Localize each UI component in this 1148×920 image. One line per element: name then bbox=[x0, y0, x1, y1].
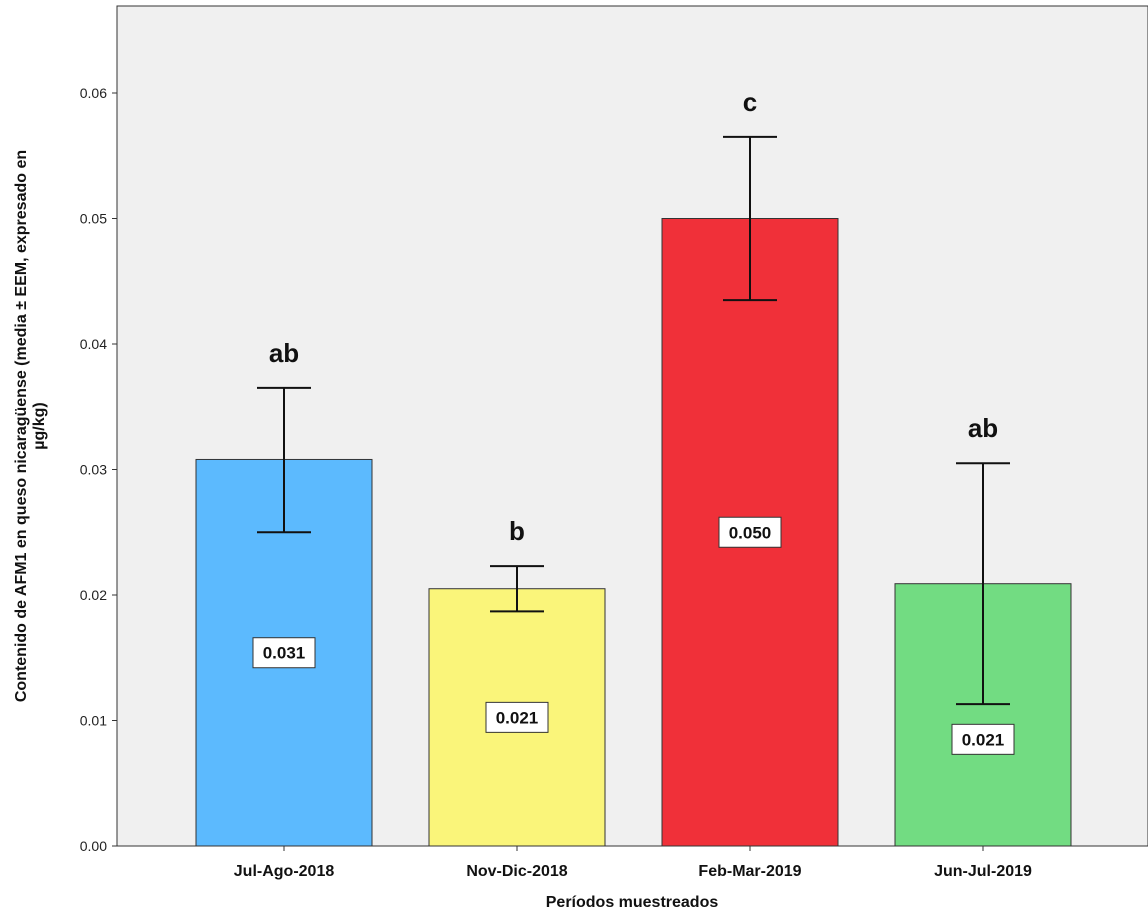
y-tick-label: 0.00 bbox=[80, 838, 107, 854]
y-axis-title-line-2: µg/kg) bbox=[31, 402, 48, 449]
value-label-box bbox=[485, 701, 549, 733]
significance-letter: c bbox=[743, 87, 757, 117]
y-tick-label: 0.04 bbox=[80, 336, 107, 352]
y-tick-label: 0.06 bbox=[80, 85, 107, 101]
y-tick-label: 0.02 bbox=[80, 587, 107, 603]
x-tick-label: Feb-Mar-2019 bbox=[698, 863, 801, 880]
significance-letter: ab bbox=[269, 338, 299, 368]
value-label: 0.021 bbox=[962, 730, 1005, 749]
value-label: 0.021 bbox=[496, 708, 539, 727]
value-label: 0.031 bbox=[263, 644, 306, 663]
y-tick-label: 0.01 bbox=[80, 713, 107, 729]
x-axis-title: Períodos muestreados bbox=[546, 894, 719, 911]
value-label-box bbox=[951, 723, 1015, 755]
x-tick-label: Jun-Jul-2019 bbox=[934, 863, 1032, 880]
significance-letter: b bbox=[509, 516, 525, 546]
y-tick-label: 0.03 bbox=[80, 462, 107, 478]
value-label-box bbox=[252, 637, 316, 669]
y-axis-title: Contenido de AFM1 en queso nicaragüense … bbox=[13, 150, 30, 702]
value-label-box bbox=[718, 516, 782, 548]
x-tick-label: Nov-Dic-2018 bbox=[466, 863, 567, 880]
y-axis-title-line-2-wrap: µg/kg) bbox=[31, 402, 48, 449]
y-tick-label: 0.05 bbox=[80, 211, 107, 227]
y-axis-title-line-1: Contenido de AFM1 en queso nicaragüense … bbox=[13, 150, 30, 702]
x-tick-label: Jul-Ago-2018 bbox=[234, 863, 335, 880]
value-label: 0.050 bbox=[729, 523, 772, 542]
significance-letter: ab bbox=[968, 413, 998, 443]
